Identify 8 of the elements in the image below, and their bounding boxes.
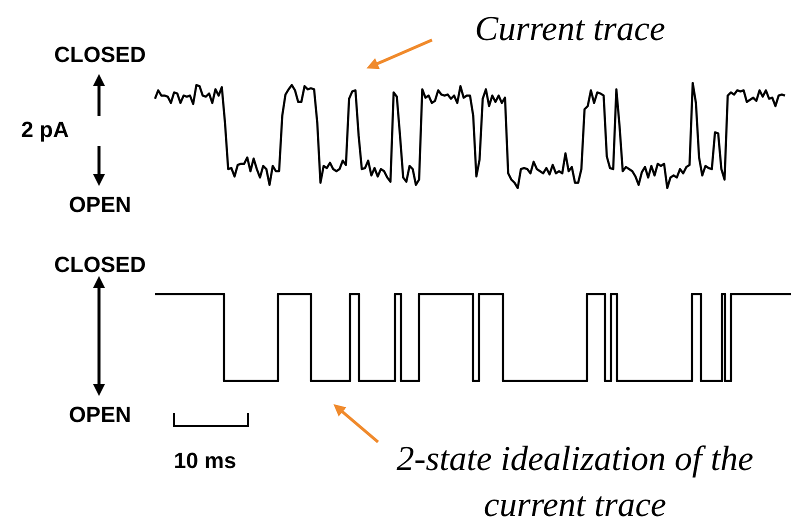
text: OPEN	[68, 402, 132, 428]
text: 2-state idealization of the current trace	[396, 438, 754, 526]
text: CLOSED	[54, 252, 146, 278]
y-axis-title: 2 pA	[21, 117, 69, 143]
text: CLOSED	[54, 42, 146, 68]
text: 10 ms	[174, 448, 236, 474]
text: Current trace	[474, 8, 666, 50]
text: OPEN	[68, 192, 132, 218]
